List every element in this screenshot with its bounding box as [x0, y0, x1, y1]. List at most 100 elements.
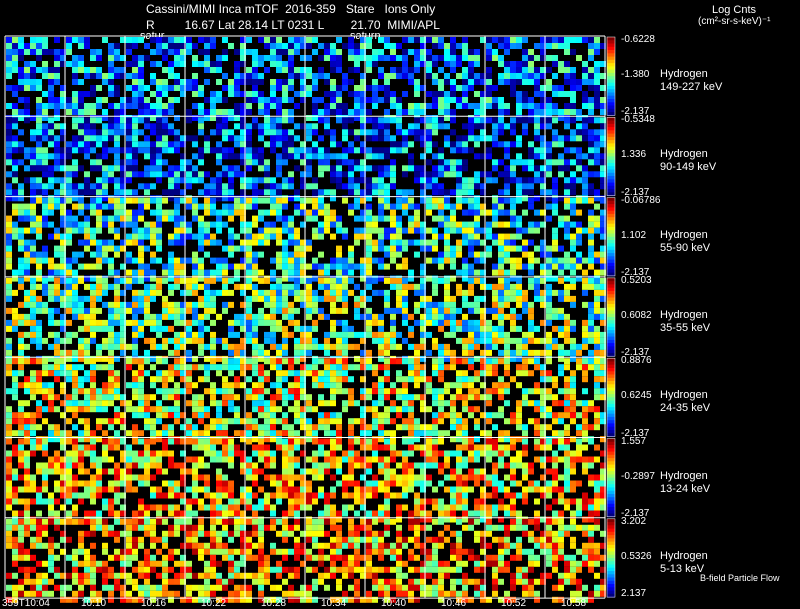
- heatmap-cell: [522, 239, 528, 246]
- heatmap-cell: [240, 325, 246, 332]
- heatmap-cell: [522, 364, 528, 371]
- heatmap-cell: [552, 85, 558, 91]
- heatmap-cell: [48, 117, 54, 124]
- heatmap-cell: [54, 61, 60, 67]
- heatmap-cell: [264, 37, 270, 43]
- heatmap-cell: [432, 370, 438, 377]
- heatmap-cell: [30, 49, 36, 55]
- heatmap-cell: [420, 177, 426, 184]
- heatmap-cell: [402, 376, 408, 383]
- heatmap-cell: [354, 355, 360, 362]
- heatmap-cell: [108, 376, 114, 383]
- heatmap-cell: [294, 165, 300, 172]
- heatmap-cell: [210, 337, 216, 344]
- heatmap-cell: [414, 370, 420, 377]
- heatmap-cell: [288, 109, 294, 115]
- heatmap-cell: [48, 382, 54, 389]
- heatmap-cell: [54, 67, 60, 73]
- heatmap-cell: [588, 337, 594, 344]
- heatmap-cell: [546, 171, 552, 178]
- heatmap-cell: [432, 239, 438, 246]
- heatmap-cell: [12, 382, 18, 389]
- heatmap-cell: [84, 349, 90, 356]
- heatmap-cell: [534, 123, 540, 130]
- heatmap-cell: [348, 43, 354, 49]
- heatmap-cell: [264, 239, 270, 246]
- heatmap-cell: [72, 394, 78, 401]
- heatmap-cell: [528, 159, 534, 166]
- heatmap-cell: [432, 337, 438, 344]
- heatmap-cell: [300, 349, 306, 356]
- heatmap-cell: [48, 370, 54, 377]
- heatmap-cell: [564, 103, 570, 109]
- heatmap-cell: [516, 159, 522, 166]
- heatmap-cell: [540, 37, 546, 43]
- heatmap-cell: [450, 215, 456, 222]
- heatmap-cell: [444, 289, 450, 296]
- heatmap-cell: [120, 109, 126, 115]
- heatmap-cell: [564, 79, 570, 85]
- heatmap-cell: [210, 343, 216, 350]
- heatmap-cell: [96, 49, 102, 55]
- heatmap-cell: [78, 91, 84, 97]
- heatmap-cell: [288, 406, 294, 413]
- heatmap-cell: [504, 370, 510, 377]
- heatmap-cell: [282, 159, 288, 166]
- heatmap-cell: [354, 263, 360, 270]
- heatmap-cell: [138, 109, 144, 115]
- heatmap-cell: [414, 209, 420, 216]
- heatmap-cell: [570, 209, 576, 216]
- heatmap-cell: [534, 165, 540, 172]
- heatmap-cell: [252, 123, 258, 130]
- heatmap-cell: [12, 221, 18, 228]
- heatmap-cell: [534, 177, 540, 184]
- heatmap-cell: [570, 325, 576, 332]
- heatmap-cell: [510, 349, 516, 356]
- heatmap-cell: [108, 438, 114, 445]
- heatmap-cell: [342, 370, 348, 377]
- heatmap-cell: [24, 215, 30, 222]
- heatmap-cell: [372, 147, 378, 154]
- heatmap-cell: [180, 233, 186, 240]
- heatmap-cell: [534, 79, 540, 85]
- heatmap-cell: [408, 400, 414, 407]
- heatmap-cell: [282, 153, 288, 160]
- heatmap-cell: [12, 159, 18, 166]
- heatmap-cell: [24, 245, 30, 252]
- heatmap-cell: [60, 209, 66, 216]
- heatmap-cell: [204, 251, 210, 258]
- heatmap-cell: [18, 510, 24, 517]
- heatmap-cell: [216, 337, 222, 344]
- heatmap-cell: [36, 135, 42, 142]
- heatmap-cell: [138, 406, 144, 413]
- heatmap-cell: [210, 67, 216, 73]
- heatmap-cell: [384, 358, 390, 365]
- heatmap-cell: [72, 400, 78, 407]
- heatmap-cell: [504, 301, 510, 308]
- heatmap-cell: [462, 91, 468, 97]
- heatmap-cell: [414, 394, 420, 401]
- heatmap-cell: [588, 263, 594, 270]
- heatmap-cell: [150, 486, 156, 493]
- heatmap-cell: [60, 197, 66, 204]
- heatmap-cell: [6, 480, 12, 487]
- heatmap-cell: [576, 109, 582, 115]
- heatmap-cell: [144, 295, 150, 302]
- heatmap-cell: [6, 251, 12, 258]
- heatmap-cell: [330, 49, 336, 55]
- heatmap-cell: [408, 325, 414, 332]
- heatmap-cell: [186, 79, 192, 85]
- heatmap-cell: [402, 418, 408, 425]
- heatmap-cell: [576, 412, 582, 419]
- heatmap-cell: [324, 153, 330, 160]
- heatmap-cell: [24, 343, 30, 350]
- heatmap-cell: [414, 177, 420, 184]
- heatmap-cell: [354, 239, 360, 246]
- heatmap-cell: [84, 444, 90, 451]
- heatmap-cell: [444, 79, 450, 85]
- heatmap-cell: [480, 269, 486, 276]
- heatmap-cell: [246, 67, 252, 73]
- heatmap-cell: [570, 189, 576, 196]
- heatmap-cell: [456, 283, 462, 290]
- heatmap-cell: [240, 245, 246, 252]
